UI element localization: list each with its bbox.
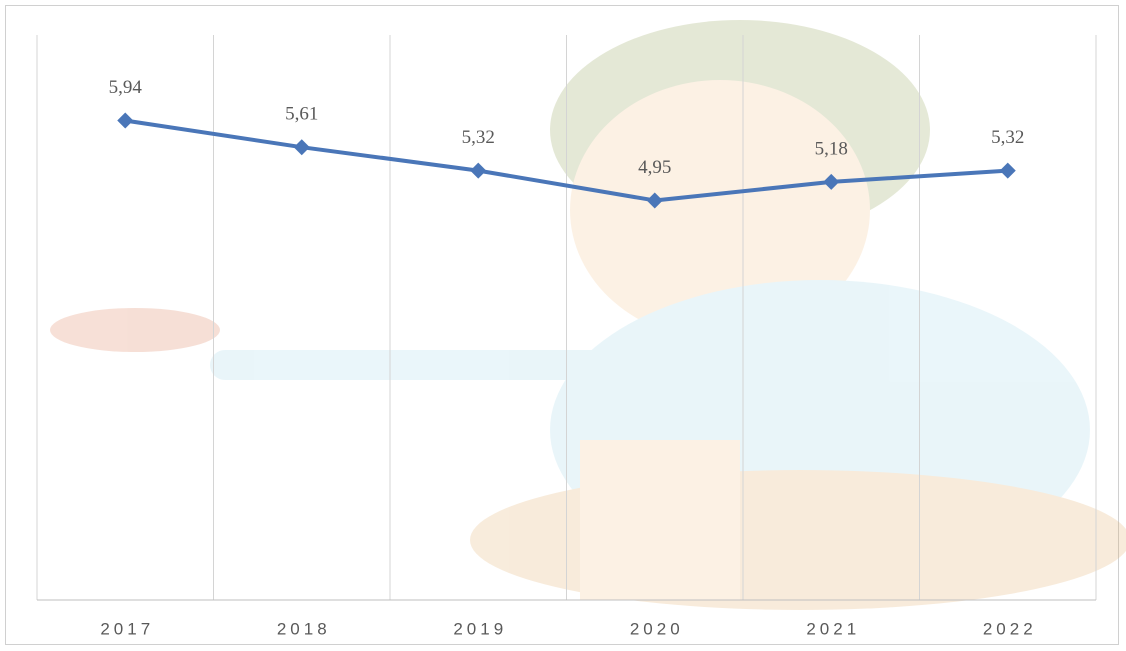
data-label: 5,61	[285, 104, 318, 125]
x-tick-label: 2017	[100, 619, 154, 638]
x-tick-label: 2022	[983, 619, 1037, 638]
data-label: 4,95	[638, 157, 671, 178]
data-label: 5,18	[815, 138, 848, 159]
data-label: 5,94	[109, 77, 143, 98]
data-label: 5,32	[462, 127, 495, 148]
x-tick-label: 2018	[277, 619, 331, 638]
chart: 2017 2018 2019 2020 2021 2022 5,94 5,61 5,32 4,95…	[0, 0, 1126, 651]
x-tick-label: 2019	[453, 619, 507, 638]
x-tick-label: 2020	[630, 619, 684, 638]
x-tick-label: 2021	[806, 619, 860, 638]
data-label: 5,32	[991, 127, 1024, 148]
